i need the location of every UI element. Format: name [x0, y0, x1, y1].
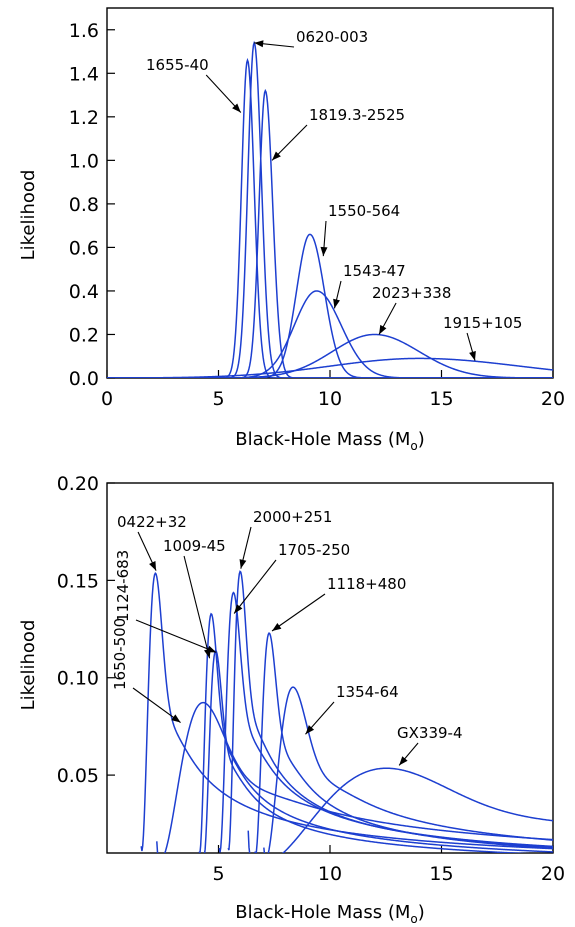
top-series-1819-3-2525: [107, 88, 553, 378]
bottom-annotation-arrow: [132, 687, 181, 723]
bottom-ytick-label: 0.20: [57, 473, 99, 495]
top-series-1543-47: [107, 290, 553, 378]
bottom-ylabel: Likelihood: [18, 620, 39, 711]
bottom-ytick-label: 0.15: [57, 570, 99, 592]
bottom-annotation-arrowhead: [239, 559, 247, 569]
bottom-annotation-0422-32: 0422+32: [117, 513, 187, 531]
top-annotation-0620-003: 0620-003: [296, 28, 368, 46]
top-ytick-label: 0.0: [69, 368, 99, 390]
bottom-panel-chart: Likelihood Black-Hole Mass (Mo) 5 10 15 200…: [18, 473, 565, 926]
bottom-annotation-1009-45: 1009-45: [163, 537, 226, 555]
top-series-2023-338: [107, 333, 553, 378]
bottom-xtick-label: 20: [541, 863, 565, 885]
bottom-series-2000-251: [227, 570, 553, 851]
top-xlabel: Black-Hole Mass (Mo): [235, 429, 425, 453]
top-annotation-1819-3-2525: 1819.3-2525: [309, 106, 405, 124]
bottom-xlabel: Black-Hole Mass (Mo): [235, 902, 425, 926]
top-ytick-label: 1.6: [69, 20, 99, 42]
bottom-xtick-label: 10: [318, 863, 342, 885]
bottom-annotation-1354-64: 1354-64: [336, 683, 399, 701]
top-ytick-label: 1.0: [69, 150, 99, 172]
top-annotation-arrowhead: [272, 151, 281, 161]
bottom-xtick-label: 15: [429, 863, 453, 885]
bottom-annotation-arrowhead: [171, 714, 181, 723]
top-ytick-label: 0.6: [69, 237, 99, 259]
bottom-annotation-arrow: [233, 559, 277, 614]
bottom-annotation-arrowhead: [305, 725, 315, 735]
bottom-annotation-arrowhead: [149, 560, 157, 571]
top-annotation-arrowhead: [232, 103, 241, 113]
top-ytick-label: 1.2: [69, 107, 99, 129]
bottom-annotation-2000-251: 2000+251: [253, 508, 332, 526]
bottom-ytick-label: 0.10: [57, 668, 99, 690]
top-ytick-label: 0.4: [69, 281, 99, 303]
top-ytick-label: 0.8: [69, 194, 99, 216]
top-xtick-label: 5: [212, 388, 224, 410]
bottom-series-1354-64: [263, 686, 553, 853]
bottom-annotation-arrow: [183, 555, 211, 659]
bottom-annotation-arrow: [135, 619, 217, 653]
top-series-1550-564: [107, 233, 553, 378]
bottom-ytick-label: 0.05: [57, 765, 99, 787]
top-annotation-arrowhead: [254, 40, 264, 48]
top-ytick-label: 0.2: [69, 324, 99, 346]
bottom-series-1124-683: [203, 649, 531, 853]
top-xtick-label: 15: [429, 388, 453, 410]
bottom-annotation-gx339-4: GX339-4: [397, 724, 463, 742]
top-ylabel: Likelihood: [18, 170, 39, 261]
bottom-annotation-arrow: [271, 593, 326, 632]
bottom-annotation-arrowhead: [399, 756, 408, 766]
top-annotation-2023-338: 2023+338: [372, 284, 451, 302]
bottom-series-1118-480: [254, 631, 553, 853]
top-series-1915-105: [107, 357, 553, 378]
bottom-series-gx339-4: [247, 767, 553, 853]
top-panel-chart: Likelihood Black-Hole Mass (Mo) 0 5 10 15 20…: [18, 7, 565, 453]
bottom-series-1009-45: [198, 612, 553, 853]
top-annotation-arrowhead: [469, 350, 476, 361]
top-annotation-1915-105: 1915+105: [443, 314, 522, 332]
top-ytick-label: 1.4: [69, 63, 99, 85]
top-xtick-label: 10: [318, 388, 342, 410]
bottom-annotation-1118-480: 1118+480: [327, 575, 406, 593]
top-annotation-arrowhead: [333, 298, 340, 309]
top-annotation-1543-47: 1543-47: [343, 262, 406, 280]
top-xtick-label: 0: [101, 388, 113, 410]
bottom-annotation-1705-250: 1705-250: [278, 541, 350, 559]
bottom-annotation-1650-500: 1650-500: [111, 618, 129, 690]
top-annotation-1550-564: 1550-564: [328, 202, 400, 220]
top-annotation-arrowhead: [320, 246, 328, 257]
bottom-annotation-arrowhead: [234, 604, 243, 614]
bottom-annotation-arrowhead: [206, 645, 217, 653]
bottom-series-1705-250: [218, 591, 553, 853]
bottom-xtick-label: 5: [212, 863, 224, 885]
top-annotation-arrowhead: [379, 324, 387, 335]
bottom-series-1650-500: [156, 701, 553, 853]
top-annotation-1655-40: 1655-40: [146, 56, 209, 74]
bottom-annotation-1124-683: 1124-683: [114, 550, 132, 622]
bottom-annotation-arrowhead: [272, 622, 282, 631]
top-xtick-label: 20: [541, 388, 565, 410]
